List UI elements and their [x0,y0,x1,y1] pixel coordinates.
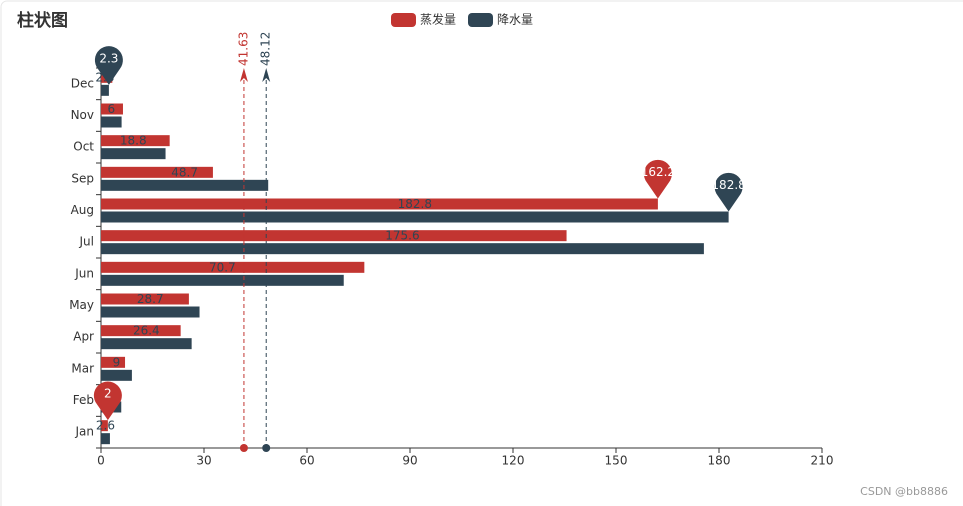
chart-title: 柱状图 [17,10,68,31]
y-tick-label: Sep [71,171,94,185]
mark-label: 2.3 [99,51,118,65]
bar [101,211,729,223]
value-label: 28.7 [137,292,164,306]
bar [101,230,567,242]
bar [101,148,166,160]
value-label: 175.6 [385,229,419,243]
value-label: 2.6 [96,419,115,433]
value-label: 48.7 [171,165,198,179]
x-tick-label: 180 [708,454,731,468]
legend-label: 蒸发量 [420,12,456,27]
y-tick-label: Nov [71,108,94,122]
mark-pin [714,172,743,212]
bar [101,306,200,318]
value-label: 182.8 [398,197,432,211]
x-tick-label: 120 [502,454,525,468]
y-tick-label: Jun [74,266,94,280]
y-tick-label: Oct [73,140,94,154]
bar [101,369,132,381]
average-label: 41.63 [236,32,250,66]
average-label: 48.12 [259,32,273,66]
value-label: 18.8 [120,134,147,148]
y-tick-label: Jan [75,425,95,439]
mark-pin [94,46,123,85]
mark-label: 2 [104,387,112,401]
bar [101,338,192,350]
x-tick-label: 30 [196,454,211,468]
mark-pin [93,381,122,421]
value-label: 9 [113,355,121,369]
bar [101,179,269,191]
y-tick-label: Mar [71,361,94,375]
y-tick-label: Jul [79,235,94,249]
bar [101,84,109,96]
legend-swatch [468,13,493,27]
value-label: 6 [107,102,115,116]
legend-swatch [391,13,416,27]
y-tick-label: Dec [71,76,94,90]
y-tick-label: Aug [71,203,94,217]
bar [101,103,123,115]
mark-label: 162.2 [641,165,675,179]
bar [101,356,126,368]
bar [101,135,170,147]
x-tick-label: 60 [299,454,314,468]
average-dot [239,444,248,452]
average-arrow [262,68,271,82]
average-dot [262,444,271,452]
mark-pin [643,159,672,199]
bar [101,261,365,273]
bar [101,243,704,255]
bar [101,433,110,445]
bar [101,293,189,305]
bar [101,420,108,432]
bar [101,198,658,210]
x-tick-label: 210 [811,454,834,468]
bar [101,325,181,337]
legend-label: 降水量 [497,13,533,27]
y-tick-label: May [69,298,94,312]
average-arrow [239,68,248,82]
bar [101,166,213,178]
x-tick-label: 150 [605,454,628,468]
bar [101,274,344,286]
y-tick-label: Apr [73,330,94,344]
x-tick-label: 0 [97,454,105,468]
bar [101,116,122,128]
value-label: 70.7 [209,260,236,274]
x-tick-label: 90 [402,454,417,468]
mark-label: 182.8 [711,178,745,192]
value-label: 26.4 [133,324,160,338]
y-tick-label: Feb [73,393,94,407]
watermark: CSDN @bb8886 [860,485,948,498]
